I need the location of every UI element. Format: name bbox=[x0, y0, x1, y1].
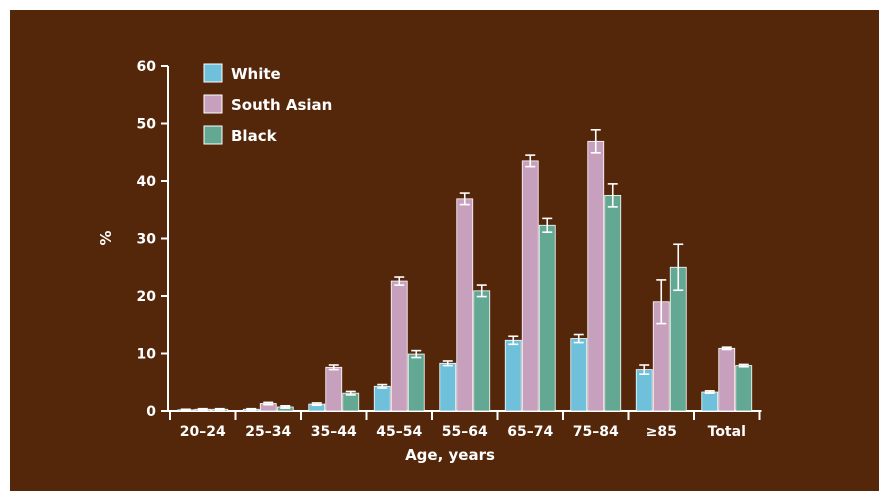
error-bar bbox=[590, 129, 601, 154]
bar bbox=[342, 392, 360, 412]
error-bar bbox=[721, 346, 732, 351]
bar bbox=[439, 362, 457, 412]
error-bar bbox=[656, 279, 667, 325]
bar bbox=[587, 140, 605, 412]
x-tick-label: 65–74 bbox=[507, 424, 553, 440]
legend: White South Asian Black bbox=[203, 63, 332, 145]
bar bbox=[373, 385, 391, 412]
plot-area: 0 10 20 30 40 50 60 20–24 25–34 35–44 45–54 55–64 65… bbox=[137, 59, 762, 440]
legend-swatch bbox=[203, 94, 223, 114]
bar bbox=[407, 353, 425, 412]
error-bar bbox=[180, 408, 191, 412]
error-bar bbox=[525, 154, 536, 168]
error-bar bbox=[280, 405, 291, 409]
error-bar bbox=[214, 407, 225, 411]
error-bar bbox=[607, 183, 618, 208]
error-bar bbox=[738, 363, 749, 368]
bar bbox=[735, 365, 753, 412]
x-tick-label: ≥85 bbox=[646, 424, 677, 440]
legend-swatch bbox=[203, 63, 223, 83]
y-axis-label: % bbox=[97, 230, 115, 245]
x-tick-label: 45–54 bbox=[376, 424, 422, 440]
y-tick-label: 50 bbox=[137, 117, 157, 133]
error-bar bbox=[542, 217, 553, 233]
bar-chart: 0 10 20 30 40 50 60 20–24 25–34 35–44 45–54 55–64 65… bbox=[10, 10, 879, 491]
y-tick-label: 40 bbox=[137, 174, 157, 190]
y-tick-label: 10 bbox=[137, 347, 157, 363]
x-tick-label: 35–44 bbox=[311, 424, 357, 440]
x-axis-label: Age, years bbox=[405, 446, 495, 464]
bar bbox=[456, 198, 474, 412]
legend-label: Black bbox=[231, 127, 278, 145]
chart-panel: 0 10 20 30 40 50 60 20–24 25–34 35–44 45–54 55–64 65… bbox=[10, 10, 879, 491]
legend-label: White bbox=[231, 65, 281, 83]
error-bar bbox=[345, 390, 356, 396]
bar bbox=[635, 369, 653, 412]
error-bar bbox=[263, 401, 274, 406]
error-bar bbox=[704, 390, 715, 394]
bar bbox=[390, 280, 408, 412]
legend-swatch bbox=[203, 125, 223, 145]
x-tick-label: 55–64 bbox=[442, 424, 488, 440]
error-bar bbox=[476, 284, 487, 298]
x-tick-label: 75–84 bbox=[573, 424, 619, 440]
bar bbox=[718, 347, 736, 412]
chart-background bbox=[10, 10, 879, 491]
legend-label: South Asian bbox=[231, 96, 332, 114]
error-bar bbox=[459, 192, 470, 206]
error-bar bbox=[246, 407, 257, 411]
x-tick-label: 20–24 bbox=[180, 424, 226, 440]
error-bar bbox=[639, 364, 650, 376]
bar bbox=[570, 338, 588, 412]
error-bar bbox=[311, 402, 322, 407]
y-tick-label: 20 bbox=[137, 289, 157, 305]
bar bbox=[604, 194, 622, 412]
y-tick-label: 30 bbox=[137, 232, 157, 248]
error-bar bbox=[328, 364, 339, 371]
bar bbox=[538, 224, 556, 412]
bar bbox=[701, 391, 719, 412]
error-bar bbox=[573, 333, 584, 344]
error-bar bbox=[411, 349, 422, 359]
bar bbox=[473, 290, 491, 412]
bar bbox=[325, 366, 343, 412]
error-bar bbox=[197, 407, 208, 411]
error-bar bbox=[673, 243, 684, 292]
y-tick-label: 0 bbox=[146, 404, 156, 420]
bar bbox=[521, 160, 539, 412]
error-bar bbox=[394, 276, 405, 286]
x-tick-label: 25–34 bbox=[245, 424, 291, 440]
bar bbox=[504, 339, 522, 412]
error-bar bbox=[508, 335, 519, 346]
x-tick-label: Total bbox=[708, 424, 746, 440]
error-bar bbox=[442, 360, 453, 367]
y-tick-label: 60 bbox=[137, 59, 157, 75]
error-bar bbox=[377, 383, 388, 389]
